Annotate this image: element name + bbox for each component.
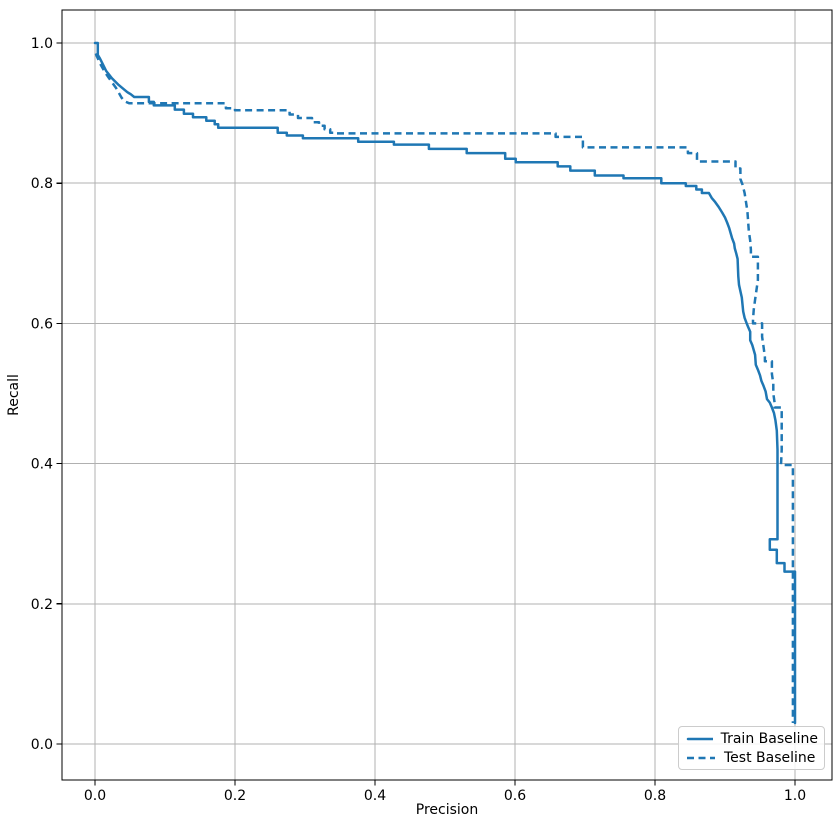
x-tick-label: 0.6 — [504, 788, 526, 804]
x-axis-label: Precision — [415, 802, 479, 818]
y-tick-label: 1.0 — [31, 36, 53, 52]
plot-frame — [61, 9, 833, 781]
legend-item-test: Test Baseline — [686, 750, 818, 766]
x-tick-label: 0.8 — [644, 788, 666, 804]
y-axis-label: Recall — [6, 374, 22, 416]
x-tick-label: 0.2 — [224, 788, 246, 804]
y-tick-label: 0.8 — [31, 176, 53, 192]
legend-label-train: Train Baseline — [720, 730, 818, 747]
y-tick-label: 0.0 — [31, 737, 53, 753]
x-tick-label: 0.4 — [364, 788, 386, 804]
legend: Train Baseline Test Baseline — [678, 726, 825, 770]
test-line-sample-icon — [687, 756, 715, 759]
legend-label-test: Test Baseline — [724, 749, 816, 766]
x-tick-label: 1.0 — [784, 788, 806, 804]
train-baseline-curve — [93, 41, 797, 725]
train-line-sample-icon — [686, 737, 713, 740]
y-tick-label: 0.4 — [31, 457, 53, 473]
tick-marks — [56, 42, 796, 786]
y-tick-label: 0.6 — [31, 316, 53, 332]
y-tick-label: 0.2 — [31, 597, 53, 613]
gridlines — [62, 10, 832, 780]
legend-item-train: Train Baseline — [686, 731, 818, 747]
x-tick-label: 0.0 — [84, 788, 106, 804]
test-baseline-curve — [94, 53, 795, 723]
